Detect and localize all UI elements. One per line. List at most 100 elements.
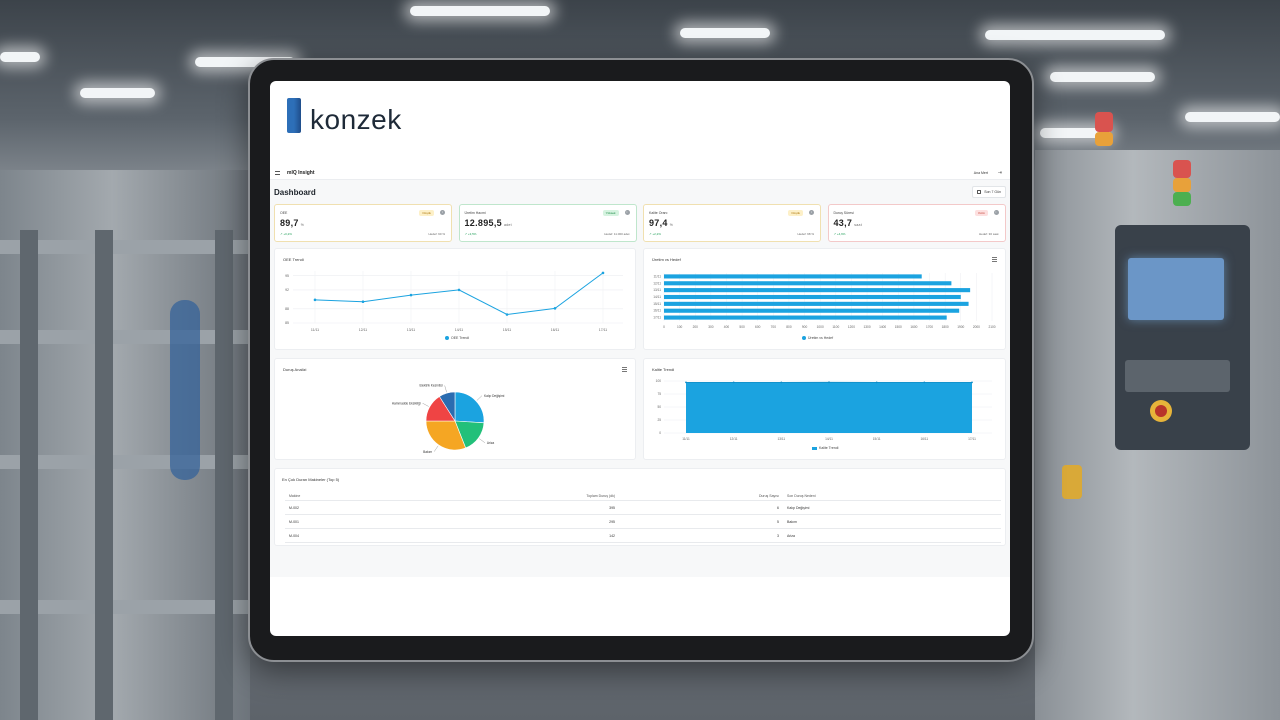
ceiling-lamp <box>1185 112 1280 122</box>
x-tick-label: 17/11 <box>599 328 608 332</box>
x-tick-label: 11/11 <box>682 437 690 441</box>
hmi-screen <box>1128 258 1224 320</box>
cell-total-downtime: 142 <box>609 534 615 538</box>
oee-trend-legend: OEE Trendi <box>445 336 469 340</box>
legend-label: Üretim vs Hedef <box>808 336 834 340</box>
col-downtime-count[interactable]: Duruş Sayısı <box>758 494 779 498</box>
data-point <box>732 381 735 384</box>
kpi-unit: % <box>669 223 674 227</box>
oee-trend-card: OEE Trendi 85 88 92 95 11/11 12/11 13/11 14/11 1… <box>274 248 636 350</box>
y-tick-label: 0 <box>659 431 661 435</box>
menu-icon[interactable] <box>275 171 280 175</box>
downtime-pie-chart: Kalıp Değişimi Ariza Bakım Hammadde Eksikli… <box>392 384 505 454</box>
y-tick-label: 85 <box>285 321 289 325</box>
kpi-value: 12.895,5 adet <box>464 218 512 228</box>
dashboard-app: mIQ Insight Ana Mert ⇥ Dashboard Son 7 G… <box>270 167 1010 577</box>
download-icon[interactable] <box>622 367 627 372</box>
data-point <box>313 298 317 302</box>
production-bar <box>664 301 969 306</box>
col-last-reason[interactable]: Son Duruş Nedeni <box>787 494 816 498</box>
x-tick-label: 300 <box>708 325 714 329</box>
y-tick-label: 12/11 <box>653 281 661 285</box>
kpi-value: 89,7% <box>280 218 305 228</box>
ceiling-lamp <box>1050 72 1155 82</box>
pie-slice <box>454 391 485 424</box>
download-icon[interactable] <box>992 257 997 262</box>
kpi-title: Duruş Süresi <box>833 211 854 215</box>
x-tick-label: 700 <box>771 325 777 329</box>
ceiling-lamp <box>680 28 770 38</box>
x-tick-label: 13/11 <box>407 328 416 332</box>
y-tick-label: 95 <box>285 274 289 278</box>
x-tick-label: 13/11 <box>777 437 785 441</box>
signal-light-green <box>1173 192 1191 206</box>
x-tick-label: 1500 <box>895 325 902 329</box>
data-point <box>685 381 687 384</box>
quality-legend: Kalite Trendi <box>812 446 838 450</box>
kpi-card[interactable]: OEE Düşük i 89,7% ↗ +0,2% Hedef: 90 % <box>274 204 452 242</box>
x-tick-label: 1300 <box>864 325 871 329</box>
col-total-downtime[interactable]: Toplam Duruş (dk) <box>586 494 615 498</box>
signal-light-amber <box>1095 132 1113 146</box>
signal-light-red <box>1173 160 1191 178</box>
production-title: Üretim vs Hedef <box>652 257 681 262</box>
info-icon[interactable]: i <box>993 210 999 215</box>
cell-downtime-count: 5 <box>777 520 779 524</box>
col-machine[interactable]: Makine <box>289 494 301 498</box>
logout-icon[interactable]: ⇥ <box>997 170 1002 176</box>
kpi-change: ↗ +4,6% <box>833 232 846 236</box>
legend-swatch <box>445 336 449 340</box>
table-row[interactable]: M-001 295 5 Bakım <box>285 515 1001 529</box>
oee-trend-title: OEE Trendi <box>283 257 304 262</box>
x-tick-label: 17/11 <box>968 437 976 441</box>
label-leader <box>476 395 483 401</box>
tablet-screen: konzek mIQ Insight Ana Mert ⇥ Dashboard … <box>270 81 1010 636</box>
x-tick-label: 16/11 <box>551 328 560 332</box>
app-name: mIQ Insight <box>287 170 315 176</box>
data-point <box>457 288 461 292</box>
cell-last-reason: Kalıp Değişimi <box>787 506 810 510</box>
x-tick-label: 600 <box>755 325 761 329</box>
legend-label: Kalite Trendi <box>819 446 839 450</box>
kpi-card[interactable]: Üretim Hacmi Yüksek i 12.895,5 adet ↗ +3,5% He… <box>458 204 637 242</box>
x-tick-label: 1000 <box>817 325 824 329</box>
emergency-stop <box>1150 400 1172 422</box>
legend-label: OEE Trendi <box>451 336 470 340</box>
kpi-target: Hedef: 90 % <box>428 232 445 236</box>
production-legend: Üretim vs Hedef <box>802 336 833 340</box>
y-tick-label: 25 <box>657 418 661 422</box>
quality-area-chart: 0 25 50 75 100 11/11 12/11 13/11 14/11 15/11 16/11… <box>656 379 992 441</box>
calendar-icon <box>977 190 982 194</box>
user-name[interactable]: Ana Mert <box>973 171 988 175</box>
y-tick-label: 13/11 <box>653 288 661 292</box>
y-tick-label: 15/11 <box>653 302 661 306</box>
kpi-card[interactable]: Duruş Süresi Kötü i 43,7 saat ↗ +4,6% Hedef: 3… <box>827 204 1006 242</box>
topbar: mIQ Insight Ana Mert ⇥ <box>270 167 1010 180</box>
kpi-change: ↗ +3,5% <box>464 232 477 236</box>
keypad <box>1125 360 1230 392</box>
table-row[interactable]: M-002 395 6 Kalıp Değişimi <box>285 501 1001 515</box>
x-tick-label: 14/11 <box>825 437 833 441</box>
x-tick-label: 200 <box>693 325 699 329</box>
kpi-target: Hedef: 11.000 adet <box>604 232 630 236</box>
info-icon[interactable]: i <box>440 210 445 215</box>
x-tick-label: 16/11 <box>920 437 928 441</box>
signal-light-red <box>1095 112 1113 132</box>
table-row[interactable]: M-004 142 3 Ariza <box>285 529 1001 543</box>
x-tick-label: 12/11 <box>359 328 368 332</box>
ceiling-lamp <box>985 30 1165 40</box>
legend-swatch <box>812 446 817 450</box>
info-icon[interactable]: i <box>809 210 814 215</box>
x-tick-label: 15/11 <box>503 328 512 332</box>
pie-slice <box>425 420 467 451</box>
top-machines-card: En Çok Duran Makineler (Top 5) Makine To… <box>274 468 1006 546</box>
y-tick-label: 16/11 <box>653 309 661 313</box>
kpi-card[interactable]: Kalite Oranı Düşük i 97,4% ↗ +2,2% Hedef: 98 … <box>643 204 821 242</box>
rail <box>0 240 250 254</box>
cell-downtime-count: 6 <box>777 506 779 510</box>
x-tick-label: 800 <box>786 325 792 329</box>
date-range-button[interactable]: Son 7 Gün <box>972 186 1006 198</box>
info-icon[interactable]: i <box>624 210 630 215</box>
kpi-target: Hedef: 98 % <box>797 232 814 236</box>
rail <box>0 600 250 614</box>
